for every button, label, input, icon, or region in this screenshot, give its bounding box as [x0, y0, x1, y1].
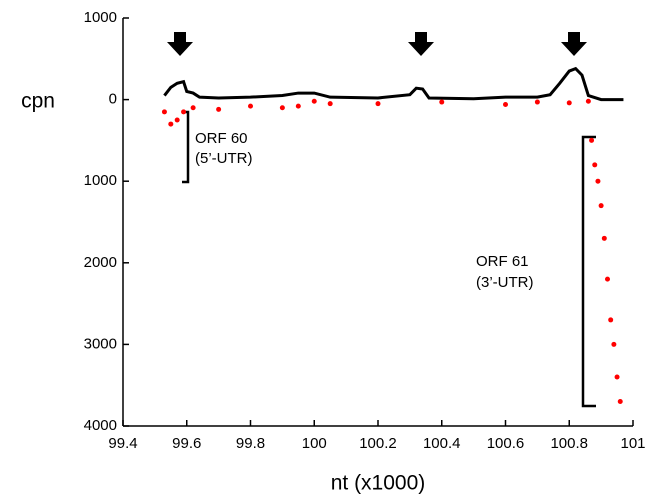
y-tick-label: 2000: [84, 254, 117, 271]
x-tick-label: 100.4: [423, 435, 461, 452]
x-tick-label: 100: [302, 435, 327, 452]
point: [608, 317, 614, 323]
arrow: [408, 32, 434, 56]
annotation: ORF 61: [476, 253, 529, 270]
point: [566, 100, 572, 106]
arrow: [167, 32, 193, 56]
point: [605, 276, 610, 282]
x-tick-label: 100.2: [359, 435, 397, 452]
x-tick-label: 99.6: [172, 435, 201, 452]
arrow: [561, 32, 587, 56]
x-tick-label: 101: [620, 435, 645, 452]
line: [163, 66, 624, 102]
point: [595, 178, 601, 184]
point: [190, 105, 196, 111]
point: [174, 117, 180, 123]
point: [611, 341, 617, 347]
x-tick-label: 100.8: [550, 435, 588, 452]
point: [295, 103, 301, 109]
point: [279, 105, 285, 111]
y-tick-label: 0: [109, 91, 117, 108]
point: [598, 203, 604, 209]
point: [589, 137, 595, 143]
point: [161, 109, 167, 115]
point: [503, 101, 508, 107]
x-tick-label: 99.8: [236, 435, 265, 452]
annotation: (5’-UTR): [195, 150, 253, 167]
point: [601, 235, 607, 241]
point: [585, 98, 591, 104]
x-tick-label: 99.4: [108, 435, 137, 452]
y-tick-label: 1000: [84, 172, 117, 189]
annotation: (3’-UTR): [476, 274, 534, 291]
point: [168, 121, 174, 127]
x-axis-title: nt (x1000): [331, 472, 426, 495]
y-tick-label: 4000: [84, 417, 117, 434]
point: [614, 374, 620, 380]
y-axis-title: cpn: [21, 90, 55, 113]
point: [375, 101, 381, 107]
y-tick-label: 3000: [84, 335, 117, 352]
point: [216, 106, 222, 112]
point: [534, 99, 540, 105]
annotation: ORF 60: [195, 130, 248, 147]
point: [617, 399, 623, 405]
point: [311, 98, 317, 104]
point: [181, 109, 187, 115]
point: [439, 99, 445, 105]
bracket: [581, 135, 596, 408]
x-tick-label: 100.6: [487, 435, 525, 452]
y-tick-label: 1000: [84, 9, 117, 26]
point: [327, 101, 333, 107]
point: [592, 162, 598, 168]
point: [248, 103, 253, 109]
bracket: [182, 110, 190, 184]
